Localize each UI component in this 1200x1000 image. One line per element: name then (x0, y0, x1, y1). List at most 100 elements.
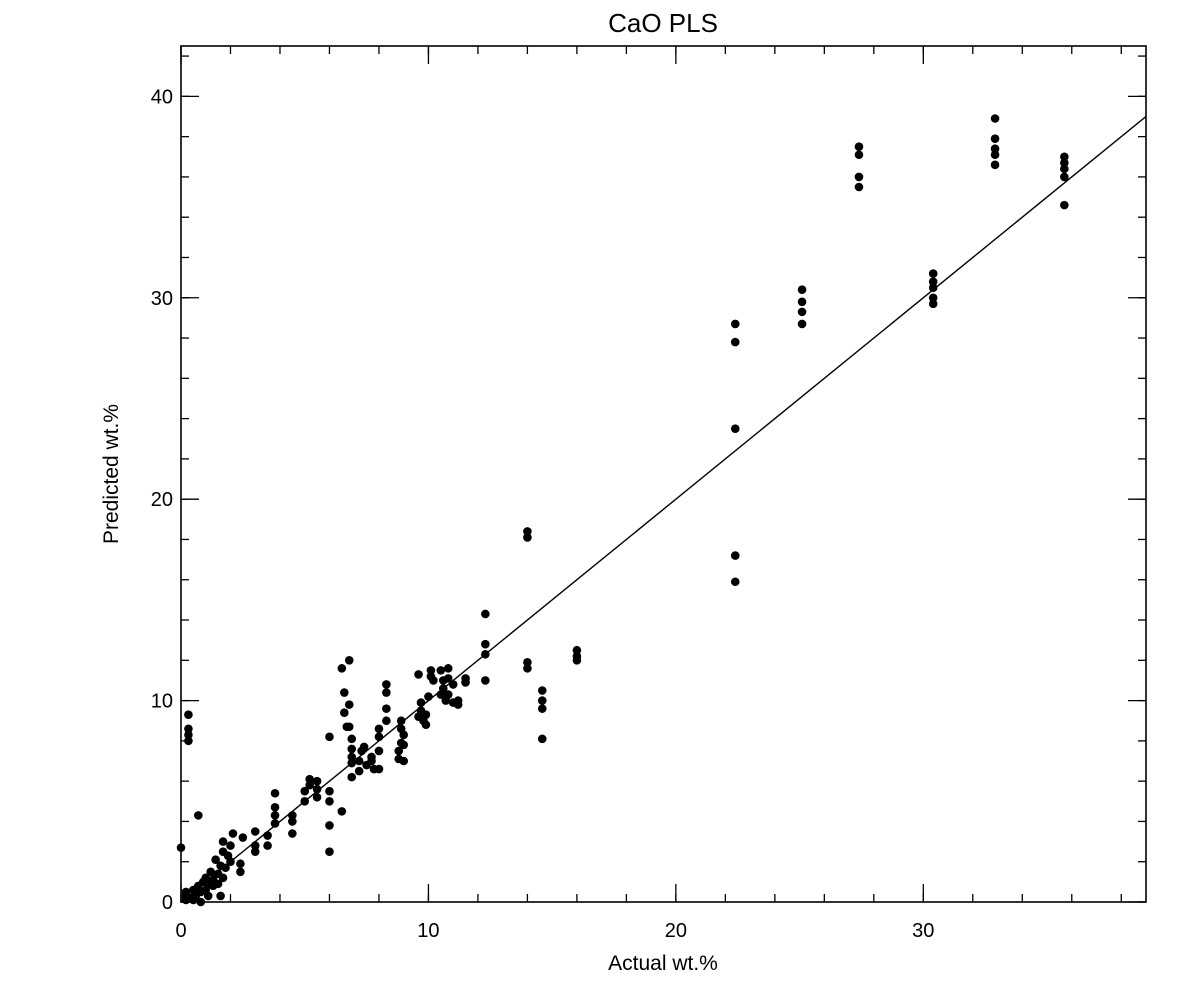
data-point (238, 833, 248, 842)
chart-title: CaO PLS (608, 8, 718, 38)
data-point (374, 732, 384, 742)
data-point (854, 172, 864, 182)
data-point (312, 792, 322, 802)
data-point (203, 891, 213, 901)
data-point (481, 639, 490, 649)
data-point (382, 680, 391, 689)
data-point (218, 837, 228, 846)
data-point (394, 746, 404, 756)
data-point (340, 688, 349, 697)
data-point (854, 142, 864, 152)
data-point (228, 829, 238, 838)
y-axis-label: Predicted wt.% (100, 404, 123, 544)
data-point (443, 664, 453, 673)
data-point (730, 577, 740, 587)
data-point (421, 710, 431, 719)
data-point (1060, 200, 1069, 210)
data-point (730, 424, 740, 433)
data-point (1060, 152, 1069, 162)
data-point (481, 649, 490, 659)
data-point (184, 710, 193, 719)
data-point (236, 867, 245, 877)
data-point (572, 656, 582, 665)
data-point (270, 811, 280, 820)
data-point (263, 841, 272, 850)
data-point (797, 297, 807, 307)
data-point (354, 756, 364, 766)
data-point (184, 724, 193, 734)
data-point (399, 756, 408, 766)
data-point (325, 796, 334, 806)
data-point (382, 716, 391, 726)
data-points (176, 114, 1069, 907)
data-point (312, 776, 322, 786)
plot-frame (180, 45, 1147, 903)
data-point (424, 692, 433, 701)
data-point (1060, 158, 1069, 168)
data-point (347, 772, 357, 782)
data-point (416, 698, 426, 707)
data-point (337, 807, 347, 816)
data-point (305, 780, 314, 790)
data-point (399, 730, 408, 740)
data-point (325, 732, 334, 742)
data-point (438, 684, 448, 693)
data-point (236, 859, 245, 869)
data-point (443, 674, 453, 683)
data-point (325, 847, 334, 856)
fit-line-layer (180, 115, 1147, 903)
data-point (1060, 172, 1069, 182)
data-point (288, 829, 297, 838)
data-point (359, 742, 369, 752)
data-point (374, 724, 384, 734)
data-point (270, 788, 280, 798)
data-point (300, 786, 310, 796)
data-point (382, 688, 391, 697)
data-point (523, 527, 532, 536)
fit-line (180, 115, 1147, 903)
data-point (221, 863, 230, 873)
axis-ticks (180, 46, 1146, 903)
data-point (523, 533, 532, 542)
data-point (340, 708, 349, 717)
data-point (288, 811, 297, 820)
data-point (300, 796, 310, 806)
data-point (226, 841, 235, 850)
data-point (206, 867, 215, 877)
data-point (194, 811, 203, 820)
data-point (854, 182, 864, 192)
x-tick-label: 30 (912, 920, 934, 942)
data-point (429, 676, 438, 685)
data-point (288, 817, 297, 826)
data-point (928, 293, 938, 303)
data-point (481, 609, 490, 619)
data-point (374, 764, 384, 774)
data-point (797, 319, 807, 329)
data-point (453, 696, 463, 705)
data-point (270, 819, 280, 828)
data-point (312, 784, 322, 794)
x-tick-label: 10 (417, 920, 439, 942)
data-point (344, 700, 354, 709)
data-point (1060, 164, 1069, 174)
data-point (990, 160, 1000, 170)
data-point (481, 676, 490, 685)
data-point (537, 686, 547, 695)
y-tick-label: 40 (151, 86, 173, 108)
data-point (270, 803, 280, 812)
data-point (523, 658, 532, 667)
data-point (250, 841, 260, 850)
data-point (421, 720, 431, 730)
data-point (374, 746, 384, 756)
data-point (426, 666, 436, 675)
y-tick-label: 30 (151, 288, 173, 310)
data-point (537, 696, 547, 705)
data-point (216, 891, 225, 901)
data-point (990, 114, 1000, 123)
data-point (337, 664, 347, 673)
data-point (730, 337, 740, 347)
data-point (184, 736, 193, 746)
data-point (414, 670, 423, 679)
data-point (928, 269, 938, 278)
